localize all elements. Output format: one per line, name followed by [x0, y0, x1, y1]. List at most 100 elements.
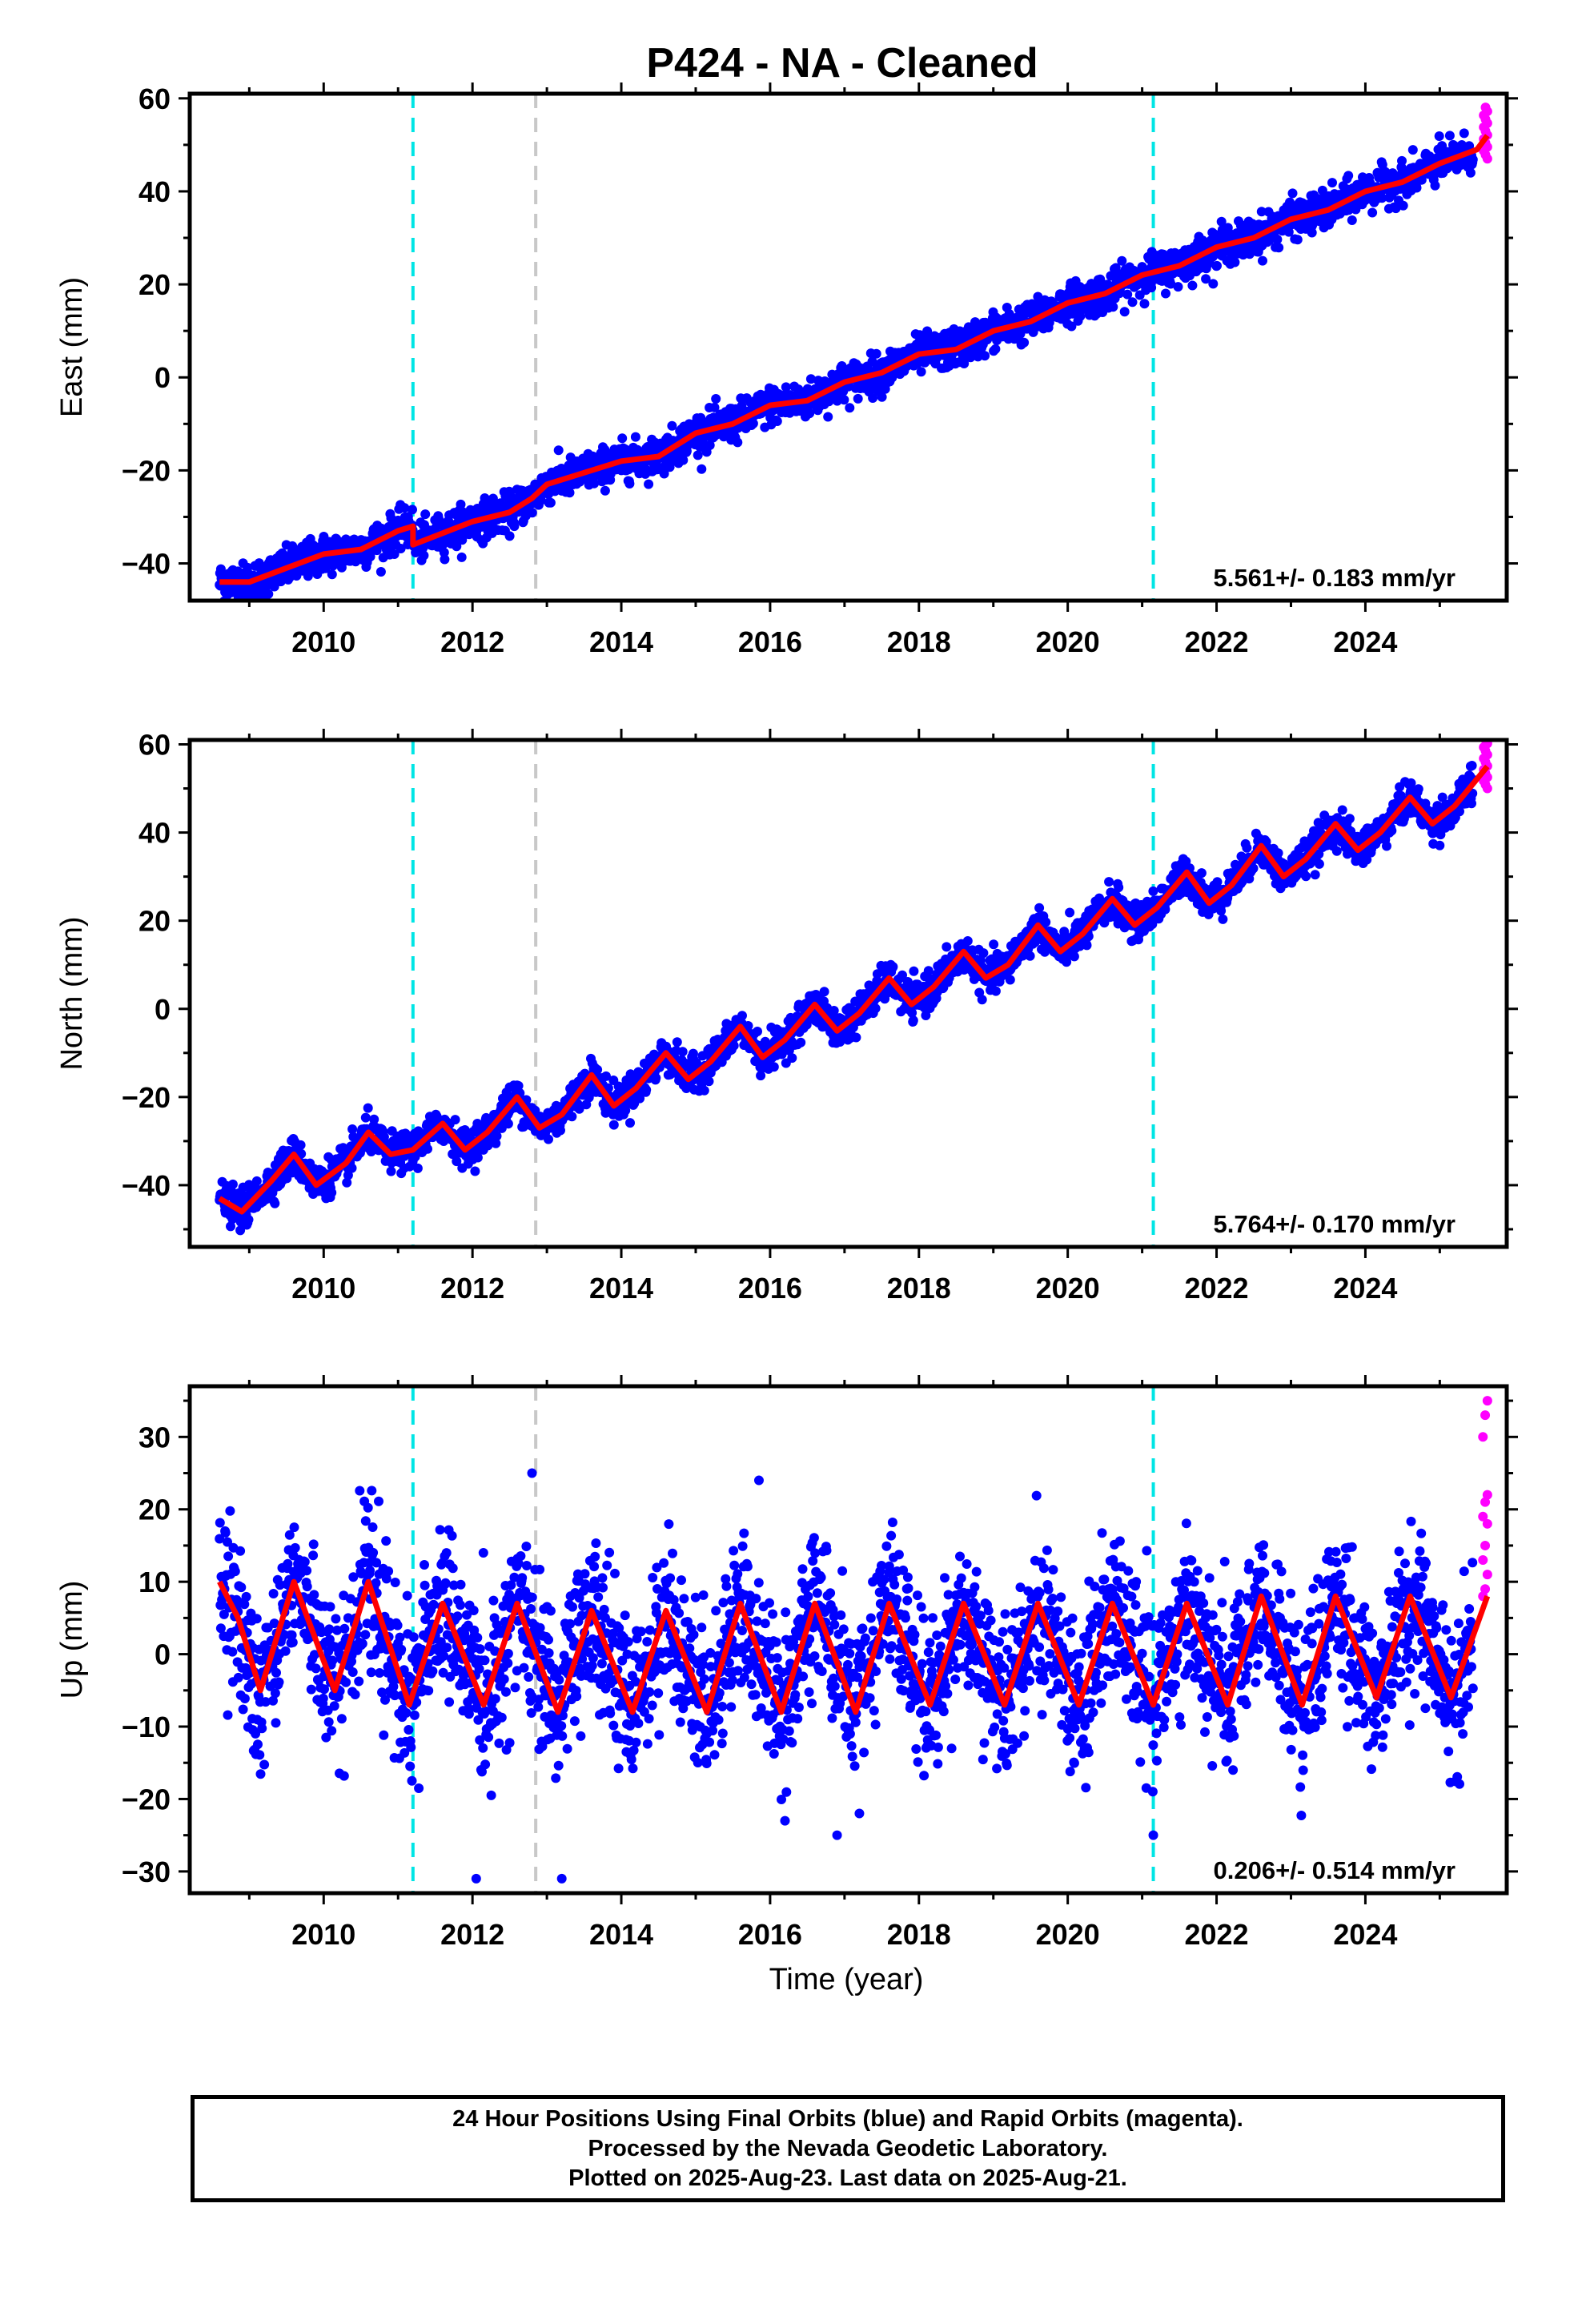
data-point	[296, 1148, 307, 1159]
data-point	[756, 1071, 766, 1081]
data-point	[1317, 185, 1327, 195]
data-point	[545, 497, 556, 508]
panel-frame	[187, 91, 1509, 603]
data-point	[978, 948, 989, 959]
data-point	[1146, 283, 1157, 293]
data-point	[1256, 207, 1267, 217]
data-point	[651, 1073, 661, 1083]
data-point	[1196, 868, 1207, 879]
data-point	[347, 1163, 357, 1173]
data-point	[1465, 167, 1476, 178]
data-point	[659, 468, 669, 479]
data-point	[503, 1119, 513, 1129]
y-tick-label: −20	[122, 454, 171, 487]
data-point	[845, 403, 855, 413]
data-point	[1411, 183, 1422, 193]
x-tick-label: 2012	[440, 625, 504, 658]
x-tick-label: 2018	[887, 625, 951, 658]
data-point	[251, 1176, 262, 1186]
data-point	[527, 508, 537, 518]
data-point	[787, 1053, 797, 1063]
data-point	[1216, 906, 1227, 916]
data-point	[1230, 257, 1240, 267]
final-orbit-points	[215, 128, 1478, 611]
rapid-point	[1480, 103, 1491, 113]
data-point	[386, 1166, 396, 1176]
data-point	[1398, 200, 1408, 211]
data-point	[1108, 302, 1118, 312]
data-point	[1287, 188, 1298, 199]
data-point	[1444, 131, 1455, 141]
data-point	[492, 1131, 502, 1141]
data-point	[877, 392, 887, 402]
data-point	[870, 1003, 881, 1014]
data-point	[269, 581, 279, 592]
data-point	[509, 521, 520, 532]
data-point	[907, 1007, 917, 1018]
data-point	[365, 552, 375, 561]
data-point	[1069, 951, 1079, 962]
data-point	[263, 589, 274, 599]
data-point	[1327, 178, 1337, 188]
data-point	[360, 1112, 371, 1123]
panel-north: 2010 2012 2014 2016 2018 2020 2022 2024−40−2002…	[55, 729, 1518, 1305]
y-tick-label: 20	[139, 268, 171, 301]
y-tick-label: −40	[122, 548, 171, 581]
data-point	[375, 567, 386, 577]
data-point	[553, 445, 564, 456]
data-point	[536, 495, 546, 505]
data-point	[287, 541, 298, 551]
data-point	[962, 936, 973, 946]
data-point	[635, 1093, 645, 1104]
data-point	[805, 374, 816, 384]
data-point	[396, 544, 406, 553]
data-point	[232, 601, 242, 611]
data-point	[556, 1125, 565, 1136]
data-point	[504, 531, 515, 541]
data-point	[897, 970, 907, 980]
data-point	[709, 402, 720, 412]
data-point	[959, 359, 970, 368]
data-point	[1110, 263, 1121, 273]
rapid-orbit-points	[1479, 103, 1492, 164]
data-point	[733, 437, 743, 448]
data-point	[1208, 903, 1219, 914]
data-point	[1443, 162, 1454, 172]
data-point	[729, 1040, 739, 1051]
data-point	[1187, 280, 1198, 291]
data-point	[667, 420, 677, 431]
data-point	[1062, 957, 1072, 967]
data-point	[1208, 279, 1219, 289]
data-point	[1119, 307, 1130, 317]
data-point	[805, 408, 815, 419]
data-point	[1041, 917, 1051, 927]
data-point	[1025, 951, 1035, 961]
data-point	[440, 554, 450, 565]
data-point	[227, 1179, 238, 1189]
data-point	[916, 367, 926, 377]
data-point	[678, 455, 689, 465]
data-point	[753, 1027, 762, 1036]
data-point	[888, 962, 898, 972]
data-point	[990, 344, 1001, 354]
data-point	[853, 393, 863, 404]
x-tick-label: 2016	[738, 625, 802, 658]
data-point	[1434, 131, 1444, 141]
data-point	[452, 1156, 462, 1167]
data-point	[439, 547, 449, 557]
data-point	[1114, 883, 1124, 893]
data-point	[823, 412, 833, 422]
data-point	[1201, 274, 1211, 284]
data-point	[796, 1037, 806, 1047]
data-point	[1160, 904, 1170, 915]
data-point	[327, 1188, 337, 1198]
y-axis-label: East (mm)	[55, 277, 89, 417]
y-tick-label: 60	[139, 82, 171, 115]
data-point	[1212, 260, 1222, 271]
data-point	[922, 326, 933, 336]
data-point	[1307, 227, 1317, 238]
data-point	[567, 1112, 577, 1122]
y-tick-label: 0	[155, 361, 171, 394]
data-point	[711, 394, 721, 404]
plot-area	[215, 740, 1492, 1247]
